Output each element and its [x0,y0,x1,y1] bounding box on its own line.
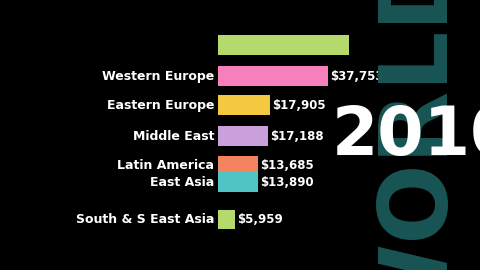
Text: East Asia: East Asia [150,176,215,188]
Text: $13,890: $13,890 [260,176,314,188]
Text: $37,753: $37,753 [330,70,383,83]
Text: WORLD: WORLD [373,0,465,270]
Text: Latin America: Latin America [118,159,215,172]
Text: 2010: 2010 [332,103,480,169]
Bar [218,172,258,192]
Bar [218,95,270,115]
Text: $13,685: $13,685 [260,159,313,172]
Text: Middle East: Middle East [133,130,215,143]
Text: $17,905: $17,905 [272,99,325,112]
Text: $17,188: $17,188 [270,130,324,143]
Bar [218,156,258,175]
Text: $5,959: $5,959 [237,213,283,226]
Text: Western Europe: Western Europe [102,70,215,83]
Text: Eastern Europe: Eastern Europe [107,99,215,112]
Bar [218,66,328,86]
Bar [218,126,268,146]
Text: South & S East Asia: South & S East Asia [76,213,215,226]
Bar [218,35,349,55]
Bar [218,210,235,230]
